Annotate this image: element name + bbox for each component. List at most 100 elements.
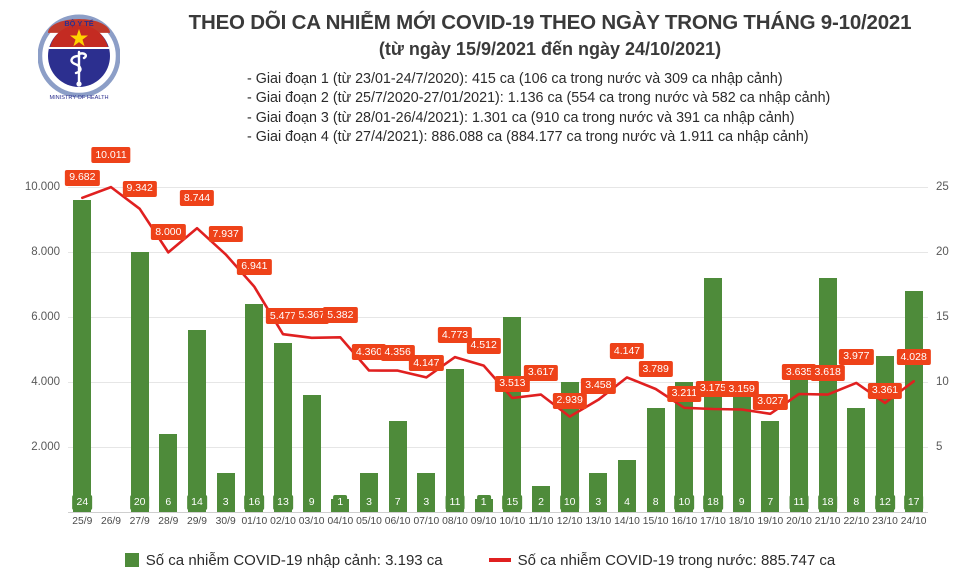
title-block: THEO DÕI CA NHIỄM MỚI COVID-19 THEO NGÀY…: [150, 10, 950, 62]
bar: [302, 395, 321, 512]
bar-value-label: 3: [591, 495, 606, 510]
line-value-label: 4.360: [351, 344, 387, 361]
y-axis-right-tick: 25: [936, 181, 949, 194]
x-axis-line: [68, 512, 928, 513]
line-value-label: 3.159: [724, 381, 759, 398]
line-value-label: 7.937: [208, 226, 243, 243]
bar-value-label: 4: [620, 495, 634, 510]
line-value-label: 6.941: [237, 258, 272, 275]
x-axis-tick: 28/9: [158, 516, 179, 527]
bar: [875, 356, 894, 512]
line-value-label: 2.939: [552, 392, 587, 409]
line-value-label: 5.382: [323, 307, 358, 324]
x-axis-tick: 26/9: [100, 516, 122, 527]
x-axis-tick: 08/10: [442, 516, 468, 527]
bar: [245, 304, 264, 512]
bar: [732, 395, 751, 512]
line-value-label: 8.744: [179, 190, 215, 207]
ministry-of-health-logo: BỘ Y TẾ MINISTRY OF HEALTH: [38, 10, 120, 102]
line-value-label: 4.356: [380, 344, 415, 361]
x-axis-tick: 21/10: [814, 516, 841, 527]
bar-value-label: 13: [273, 495, 293, 510]
line-value-label: 4.028: [896, 349, 931, 366]
legend-bar-swatch-icon: [124, 553, 139, 567]
x-axis-tick: 02/10: [270, 516, 296, 527]
bar: [388, 421, 407, 512]
bar: [761, 421, 780, 512]
phase-line-4: - Giai đoạn 4 (từ 27/4/2021): 886.088 ca…: [247, 128, 809, 145]
line-value-label: 9.682: [65, 169, 100, 186]
bar-value-label: 24: [72, 495, 93, 510]
bar-value-label: 12: [875, 495, 895, 510]
bar: [159, 434, 178, 512]
line-value-label: 3.977: [839, 348, 874, 365]
x-axis-tick: 30/9: [215, 516, 236, 527]
bar-value-label: 17: [903, 495, 924, 510]
y-axis-right-tick: 10: [936, 376, 949, 389]
legend-item-line: Số ca nhiễm COVID-19 trong nước: 885.747…: [488, 551, 836, 569]
x-axis-tick: 10/10: [499, 516, 526, 527]
bar: [187, 330, 206, 512]
line-value-label: 3.175: [695, 380, 731, 397]
x-axis-tick: 07/10: [413, 516, 440, 527]
line-value-label: 3.361: [867, 382, 903, 399]
bar-value-label: 3: [362, 495, 376, 510]
bar-value-label: 16: [244, 495, 265, 510]
x-axis-tick: 15/10: [642, 516, 669, 527]
x-axis-tick: 25/9: [72, 516, 93, 527]
x-axis-tick: 12/10: [556, 516, 583, 527]
bar: [789, 369, 808, 512]
bar: [646, 408, 665, 512]
x-axis-tick: 20/10: [786, 516, 812, 527]
bar-value-label: 8: [849, 495, 864, 510]
x-axis-tick: 17/10: [700, 516, 726, 527]
phase-summary-list: - Giai đoạn 1 (từ 23/01-24/7/2020): 415 …: [247, 70, 947, 147]
x-axis-tick: 22/10: [843, 516, 870, 527]
chart-plot-area: 2.000 4.000 6.000 8.000 10.000 5 10 15 20 25 24 2…: [25, 147, 949, 512]
chart-legend: Số ca nhiễm COVID-19 nhập cảnh: 3.193 ca…: [0, 548, 960, 572]
bar-value-label: 20: [129, 495, 150, 510]
bar-value-label: 9: [734, 495, 749, 510]
page-title: THEO DÕI CA NHIỄM MỚI COVID-19 THEO NGÀY…: [188, 11, 912, 34]
x-axis-tick: 11/10: [528, 516, 554, 527]
line-value-label: 5.477: [265, 308, 301, 325]
bar: [503, 317, 522, 512]
bar: [273, 343, 292, 512]
x-axis-tick: 27/9: [129, 516, 150, 527]
x-axis-tick: 29/9: [186, 516, 208, 527]
x-axis-tick: 13/10: [585, 516, 612, 527]
phase-line-2: - Giai đoạn 2 (từ 25/7/2020-27/01/2021):…: [247, 90, 831, 107]
bar: [818, 278, 837, 512]
bar-value-label: 7: [390, 495, 405, 510]
bar-value-label: 1: [476, 495, 491, 510]
bar-value-label: 1: [333, 495, 348, 510]
y-axis-right-tick: 5: [936, 441, 943, 454]
line-value-label: 8.000: [151, 224, 186, 241]
line-value-label: 3.458: [581, 377, 616, 394]
x-axis-tick: 14/10: [614, 516, 640, 527]
y-axis-right-tick: 15: [936, 311, 949, 324]
legend-line-label: Số ca nhiễm COVID-19 trong nước: 885.747…: [517, 551, 836, 569]
line-value-label: 3.789: [638, 361, 673, 378]
line-value-label: 3.618: [810, 364, 845, 381]
y-axis-left-tick: 10.000: [24, 181, 60, 194]
bar-value-label: 8: [648, 495, 663, 510]
line-value-label: 3.027: [753, 393, 788, 410]
x-axis-tick: 19/10: [757, 516, 784, 527]
bar-value-label: 14: [187, 495, 207, 510]
bar: [130, 252, 149, 512]
bar-value-label: 18: [817, 495, 838, 510]
bar: [445, 369, 464, 512]
bar: [73, 200, 92, 512]
legend-item-bar: Số ca nhiễm COVID-19 nhập cảnh: 3.193 ca: [124, 552, 443, 569]
y-axis-left-tick: 6.000: [31, 311, 60, 324]
bar-value-label: 11: [445, 495, 465, 510]
bar-value-label: 7: [763, 495, 778, 510]
bar-value-label: 11: [789, 495, 809, 510]
bar: [847, 408, 866, 512]
bar-value-label: 10: [559, 495, 580, 510]
bar-value-label: 18: [703, 495, 723, 510]
phase-line-3: - Giai đoạn 3 (từ 28/01-26/4/2021): 1.30…: [247, 109, 795, 126]
x-axis-tick: 06/10: [384, 516, 411, 527]
x-axis-tick: 23/10: [872, 516, 898, 527]
